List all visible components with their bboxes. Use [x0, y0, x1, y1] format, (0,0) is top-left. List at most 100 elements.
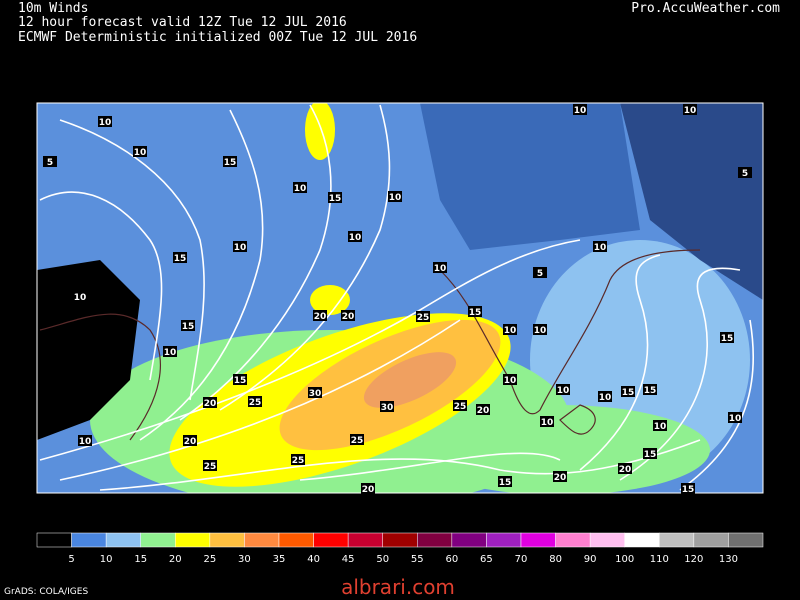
colorbar-swatch: [486, 532, 522, 548]
land-calm: [37, 260, 140, 440]
wind-label: 5: [742, 169, 748, 179]
colorbar-label: 15: [134, 554, 147, 565]
model-init: ECMWF Deterministic initialized 00Z Tue …: [18, 30, 417, 45]
wind-label-box: [248, 396, 262, 407]
wind-label: 10: [557, 386, 570, 396]
wind-label: 15: [224, 158, 237, 168]
colorbar-swatch: [451, 532, 487, 548]
wind-label-box: [350, 434, 364, 445]
wind-label: 5: [537, 269, 543, 279]
wind-label-box: [223, 156, 237, 167]
colorbar-swatch: [140, 532, 176, 548]
colorbar-label: 70: [515, 554, 528, 565]
wind-label-box: [498, 476, 512, 487]
land: [620, 103, 763, 300]
wind-label: 10: [534, 326, 547, 336]
wind-label-box: [468, 306, 482, 317]
wind-label-box: [341, 310, 355, 321]
colorbar-swatch: [520, 532, 556, 548]
colorbar-label: 40: [307, 554, 320, 565]
wind-label-box: [643, 448, 657, 459]
wind-label: 15: [182, 322, 195, 332]
colorbar-swatch: [209, 532, 245, 548]
wind-label-box: [503, 324, 517, 335]
colorbar-swatch: [244, 532, 280, 548]
wind-label: 15: [644, 386, 657, 396]
wind-label: 10: [574, 106, 587, 116]
colorbar-label: 30: [238, 554, 251, 565]
wind-label: 20: [619, 465, 632, 475]
wind-label: 15: [469, 308, 482, 318]
wind-label: 10: [654, 422, 667, 432]
wind-label-box: [540, 416, 554, 427]
wind-label: 20: [477, 406, 490, 416]
wind-label-box: [233, 241, 247, 252]
wind-label: 25: [249, 398, 262, 408]
wind-label: 10: [434, 264, 447, 274]
colorbar-label: 100: [615, 554, 634, 565]
wind-label-box: [433, 262, 447, 273]
wind-label-box: [618, 463, 632, 474]
field: [310, 285, 350, 315]
wind-label: 10: [294, 184, 307, 194]
colorbar-label: 50: [376, 554, 389, 565]
colorbar-label: 20: [169, 554, 182, 565]
wind-label-box: [593, 241, 607, 252]
wind-label: 25: [417, 313, 430, 323]
wind-label: 15: [234, 376, 247, 386]
colorbar-label: 130: [719, 554, 738, 565]
colorbar-swatch: [693, 532, 729, 548]
wind-label: 5: [47, 158, 53, 168]
wind-label-box: [173, 252, 187, 263]
wind-label: 20: [342, 312, 355, 322]
wind-label: 10: [599, 393, 612, 403]
wind-label-box: [308, 387, 322, 398]
wind-label-box: [598, 391, 612, 402]
wind-label-box: [313, 310, 327, 321]
wind-label-box: [388, 191, 402, 202]
colorbar-label: 65: [480, 554, 493, 565]
wind-label-box: [533, 324, 547, 335]
source: Pro.AccuWeather.com: [631, 1, 780, 16]
colorbar-swatch: [71, 532, 107, 548]
colorbar-label: 10: [100, 554, 113, 565]
wind-label: 20: [184, 437, 197, 447]
wind-label-box: [291, 454, 305, 465]
colorbar-label: 120: [684, 554, 703, 565]
wind-label-box: [98, 116, 112, 127]
colorbar-label: 35: [273, 554, 286, 565]
wind-label: 15: [174, 254, 187, 264]
wind-label-box: [133, 146, 147, 157]
wind-label: 10: [234, 243, 247, 253]
wind-label: 10: [504, 326, 517, 336]
wind-label-box: [533, 267, 547, 278]
colorbar-label: 90: [584, 554, 597, 565]
wind-label: 20: [204, 399, 217, 409]
map: 10 5 10 15 10 15 10 10 10 15 10 15 10 15 20 25 30 20 20 25 3…: [36, 102, 764, 495]
wind-label-box: [78, 435, 92, 446]
wind-label: 30: [309, 389, 322, 399]
wind-label: 15: [682, 485, 695, 495]
colorbar-swatch: [624, 532, 660, 548]
watermark: albrari.com: [341, 575, 455, 599]
wind-label-box: [643, 384, 657, 395]
wind-label-box: [361, 483, 375, 494]
wind-label-box: [476, 404, 490, 415]
wind-label: 10: [349, 233, 362, 243]
colorbar-label: 5: [68, 554, 74, 565]
wind-label-box: [233, 374, 247, 385]
wind-label-box: [453, 400, 467, 411]
map-frame: [36, 102, 764, 494]
wind-label-box: [73, 291, 87, 302]
wind-label-box: [621, 386, 635, 397]
colorbar-swatch: [313, 532, 349, 548]
wind-label-box: [683, 104, 697, 115]
field: [305, 103, 335, 160]
wind-label-box: [163, 346, 177, 357]
wind-label: 10: [134, 148, 147, 158]
wind-label-box: [681, 483, 695, 494]
wind-label: 15: [721, 334, 734, 344]
wind-label: 25: [351, 436, 364, 446]
wind-label-box: [556, 384, 570, 395]
wind-label: 10: [541, 418, 554, 428]
